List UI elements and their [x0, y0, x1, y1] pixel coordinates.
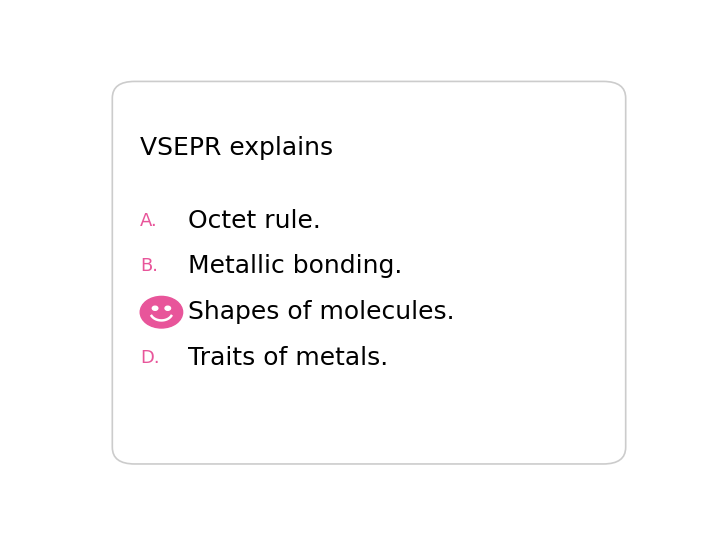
Text: VSEPR explains: VSEPR explains: [140, 136, 333, 160]
Text: Octet rule.: Octet rule.: [188, 209, 320, 233]
Text: D.: D.: [140, 349, 160, 367]
Text: A.: A.: [140, 212, 158, 230]
Text: B.: B.: [140, 258, 158, 275]
Text: Shapes of molecules.: Shapes of molecules.: [188, 300, 454, 324]
Text: Metallic bonding.: Metallic bonding.: [188, 254, 402, 279]
Circle shape: [140, 296, 183, 328]
Text: Traits of metals.: Traits of metals.: [188, 346, 388, 370]
FancyBboxPatch shape: [112, 82, 626, 464]
Circle shape: [165, 306, 171, 310]
Circle shape: [153, 306, 158, 310]
